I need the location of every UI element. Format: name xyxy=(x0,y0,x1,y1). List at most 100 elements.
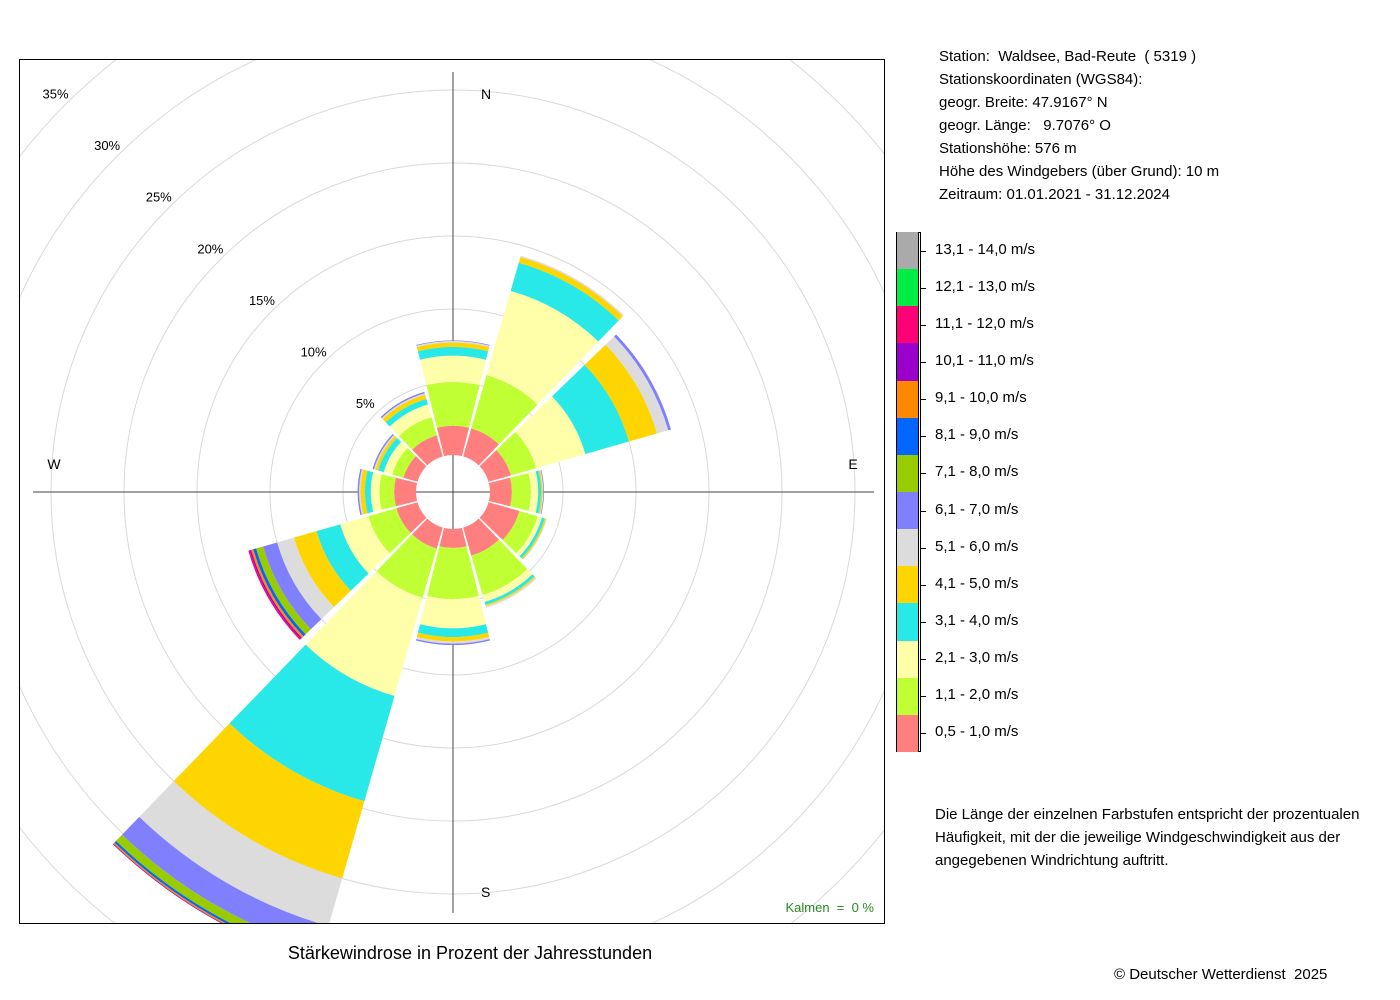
legend-label: 2,1 - 3,0 m/s xyxy=(935,649,1019,667)
ring-label-5: 5% xyxy=(356,396,375,411)
legend-label: 9,1 - 10,0 m/s xyxy=(935,389,1027,407)
legend-swatch xyxy=(896,232,919,270)
legend-tick xyxy=(920,287,926,289)
wedge-270-bin-2 xyxy=(370,472,382,512)
wedge-150-bin-3 xyxy=(484,574,535,605)
legend-tick xyxy=(920,733,926,735)
wedge-60-bin-6 xyxy=(614,334,672,431)
wedge-330-bin-0 xyxy=(412,435,443,466)
time-period: Zeitraum: 01.01.2021 - 31.12.2024 xyxy=(939,186,1170,203)
ring-label-35: 35% xyxy=(42,87,68,102)
wedge-240-bin-8 xyxy=(253,548,306,637)
explanation-note: Die Länge der einzelnen Farbstufen entsp… xyxy=(935,806,1360,869)
legend-label: 12,1 - 13,0 m/s xyxy=(935,277,1036,295)
wedge-210-bin-1 xyxy=(376,534,437,598)
wedge-180-bin-6 xyxy=(415,639,491,646)
legend-swatch xyxy=(896,380,919,418)
legend-label: 10,1 - 11,0 m/s xyxy=(935,352,1034,369)
legend-tick xyxy=(920,659,926,661)
legend-swatch xyxy=(896,603,919,641)
direction-label-e: E xyxy=(848,456,857,472)
wedge-90-bin-0 xyxy=(488,477,512,507)
legend-label: 11,1 - 12,0 m/s xyxy=(935,314,1034,332)
wedge-60-bin-3 xyxy=(552,364,629,455)
legend-label: 0,5 - 1,0 m/s xyxy=(935,723,1019,741)
chart-title: Stärkewindrose in Prozent der Jahresstun… xyxy=(287,943,653,963)
wedge-270-bin-4 xyxy=(360,469,368,515)
ring-label-20: 20% xyxy=(197,241,223,256)
wedge-180-bin-1 xyxy=(427,546,479,600)
wedge-60-bin-5 xyxy=(605,336,669,434)
wedge-90-bin-6 xyxy=(540,469,545,515)
wedge-0-bin-0 xyxy=(436,425,470,457)
station-info: Station: Waldsee, Bad-Reute ( 5319 ) Sta… xyxy=(939,45,1219,206)
wedge-270-bin-0 xyxy=(394,477,418,507)
wedge-330-bin-4 xyxy=(382,394,427,423)
speed-legend: 13,1 - 14,0 m/s 12,1 - 13,0 m/s 11,1 - 12,… xyxy=(896,232,1376,752)
direction-label-s: S xyxy=(481,884,490,900)
wedge-240-bin-0 xyxy=(396,502,427,533)
wedge-0-bin-6 xyxy=(416,340,490,346)
legend-swatch xyxy=(896,306,919,344)
wedge-150-bin-0 xyxy=(463,518,499,556)
wedge-90-bin-3 xyxy=(535,470,542,514)
wedge-180-bin-0 xyxy=(439,527,467,548)
wedge-210-bin-7 xyxy=(115,834,251,923)
legend-tick xyxy=(920,696,926,698)
legend-tick xyxy=(920,362,926,363)
wedge-300-bin-2 xyxy=(383,441,408,475)
legend-label: 4,1 - 5,0 m/s xyxy=(935,574,1019,592)
wedge-60-bin-2 xyxy=(515,396,586,469)
wedge-330-bin-2 xyxy=(389,404,432,436)
wedge-330-bin-5 xyxy=(381,393,426,420)
wedge-300-bin-5 xyxy=(373,434,395,470)
legend-tick xyxy=(920,473,926,475)
legend-swatch xyxy=(896,492,919,530)
legend-tick xyxy=(920,399,926,401)
legend-tick xyxy=(920,510,926,512)
wedge-0-bin-3 xyxy=(417,346,489,360)
wedge-0-bin-2 xyxy=(420,355,486,386)
windrose-plot: 5% 10% 15% 20% 25% 30% 35% N E S W Kalmen = 0 % xyxy=(19,59,885,924)
wedge-0-bin-5 xyxy=(416,341,490,348)
wedge-60-bin-0 xyxy=(479,450,512,482)
wedge-120-bin-3 xyxy=(519,517,545,559)
wedge-90-bin-4 xyxy=(538,470,543,514)
wedge-240-bin-5 xyxy=(277,537,334,620)
legend-label: 13,1 - 14,0 m/s xyxy=(935,240,1036,258)
wedge-120-bin-4 xyxy=(521,518,547,560)
legend-swatch xyxy=(896,640,919,678)
wedge-0-bin-1 xyxy=(426,382,480,428)
legend-swatch xyxy=(896,269,919,307)
wedge-90-bin-1 xyxy=(510,473,531,511)
wedge-210-bin-4 xyxy=(173,723,365,879)
wedge-180-bin-3 xyxy=(417,624,489,638)
wedge-150-bin-2 xyxy=(482,569,533,602)
legend-label: 5,1 - 6,0 m/s xyxy=(935,537,1019,555)
wedge-240-bin-4 xyxy=(293,531,351,607)
wedge-150-bin-1 xyxy=(471,539,528,595)
legend-swatch xyxy=(896,417,919,455)
legend-label: 8,1 - 9,0 m/s xyxy=(935,426,1019,444)
wedge-240-bin-1 xyxy=(368,508,411,554)
legend-tick xyxy=(920,436,926,438)
ring-label-15: 15% xyxy=(249,293,275,308)
wedge-120-bin-0 xyxy=(479,502,520,541)
wedge-30-bin-4 xyxy=(518,257,623,321)
station-latitude: geogr. Breite: 47.9167° N xyxy=(939,94,1108,111)
legend-swatch xyxy=(896,677,919,715)
legend-label: 1,1 - 2,0 m/s xyxy=(935,686,1019,704)
wedge-300-bin-1 xyxy=(392,448,416,478)
station-longitude: geogr. Länge: 9.7076° O xyxy=(939,117,1111,134)
wedge-180-bin-2 xyxy=(420,595,486,629)
wedge-180-bin-4 xyxy=(416,632,490,642)
wedge-60-bin-4 xyxy=(584,344,657,442)
ring-label-25: 25% xyxy=(146,190,172,205)
wedge-300-bin-4 xyxy=(375,435,397,471)
legend-tick xyxy=(920,622,926,623)
wedge-330-bin-6 xyxy=(380,391,425,419)
wedge-330-bin-1 xyxy=(398,417,437,450)
wedge-240-bin-6 xyxy=(263,542,322,630)
legend-swatch xyxy=(896,529,919,567)
legend-tick xyxy=(920,584,926,586)
